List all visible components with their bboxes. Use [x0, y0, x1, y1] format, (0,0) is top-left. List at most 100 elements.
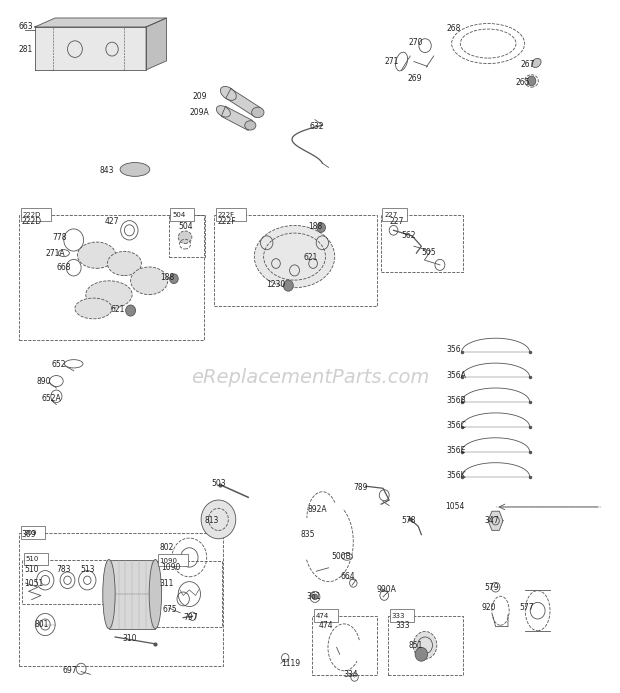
- Text: 188: 188: [308, 222, 322, 231]
- Text: 309: 309: [22, 530, 37, 539]
- Bar: [169, 215, 205, 256]
- Circle shape: [283, 280, 293, 291]
- Bar: [158, 554, 187, 566]
- Text: eReplacementParts.com: eReplacementParts.com: [191, 368, 429, 387]
- Ellipse shape: [107, 252, 141, 276]
- Text: 697: 697: [63, 666, 77, 675]
- Text: 356: 356: [446, 345, 461, 354]
- Text: 851: 851: [409, 641, 423, 650]
- Text: 222D: 222D: [23, 212, 42, 218]
- Text: 1090: 1090: [160, 558, 178, 563]
- Text: 504: 504: [178, 222, 193, 231]
- Text: 1090: 1090: [162, 563, 181, 572]
- Text: 222D: 222D: [22, 217, 42, 226]
- Text: 356K: 356K: [446, 471, 466, 480]
- Polygon shape: [221, 106, 252, 130]
- Text: 361: 361: [306, 593, 321, 602]
- Text: 510: 510: [25, 556, 39, 562]
- Text: 209A: 209A: [190, 108, 210, 117]
- Text: 562: 562: [402, 231, 416, 240]
- Text: 347: 347: [484, 516, 499, 525]
- Text: 356A: 356A: [446, 371, 466, 380]
- Text: 802: 802: [159, 543, 174, 552]
- Text: 270: 270: [409, 37, 423, 46]
- Text: 267: 267: [520, 60, 535, 69]
- Text: 632: 632: [310, 122, 324, 131]
- Circle shape: [317, 222, 326, 232]
- Ellipse shape: [149, 559, 162, 629]
- Bar: [21, 526, 45, 538]
- Text: 652: 652: [51, 360, 66, 369]
- Bar: [314, 609, 339, 622]
- Circle shape: [170, 274, 178, 283]
- Ellipse shape: [254, 225, 335, 288]
- Polygon shape: [146, 18, 167, 70]
- Text: 333: 333: [392, 613, 405, 619]
- Text: 227: 227: [389, 217, 404, 226]
- Text: 513: 513: [80, 565, 94, 574]
- Text: 188: 188: [161, 273, 175, 282]
- Text: 652A: 652A: [42, 394, 61, 403]
- Text: 504: 504: [172, 212, 185, 218]
- Ellipse shape: [75, 298, 112, 319]
- Text: 577: 577: [519, 604, 534, 613]
- Bar: [381, 215, 463, 272]
- Text: 778: 778: [52, 234, 66, 243]
- Ellipse shape: [78, 242, 116, 268]
- Text: 269: 269: [408, 74, 422, 83]
- Bar: [216, 208, 246, 220]
- Text: 892A: 892A: [308, 505, 327, 514]
- Text: 835: 835: [301, 530, 315, 539]
- Text: 281: 281: [18, 44, 32, 53]
- Bar: [388, 616, 463, 675]
- Text: 503: 503: [211, 479, 226, 488]
- Text: 813: 813: [205, 516, 219, 525]
- Ellipse shape: [103, 559, 115, 629]
- Ellipse shape: [86, 281, 132, 308]
- Text: 579: 579: [484, 583, 499, 592]
- Text: 1119: 1119: [281, 659, 300, 668]
- Text: 843: 843: [100, 166, 114, 175]
- Bar: [383, 208, 407, 220]
- Text: 890: 890: [37, 376, 51, 385]
- Bar: [22, 559, 106, 604]
- Text: 797: 797: [184, 613, 198, 622]
- Bar: [19, 215, 203, 340]
- Text: 801: 801: [35, 620, 49, 629]
- Ellipse shape: [131, 267, 168, 295]
- Bar: [157, 561, 222, 626]
- Text: 209: 209: [192, 91, 207, 100]
- Text: 474: 474: [319, 622, 334, 631]
- Text: 310: 310: [122, 634, 136, 643]
- Ellipse shape: [414, 631, 437, 659]
- Text: 356B: 356B: [446, 396, 466, 405]
- Bar: [19, 533, 223, 666]
- Circle shape: [312, 594, 317, 599]
- Text: 265: 265: [516, 78, 531, 87]
- Circle shape: [527, 76, 536, 86]
- Ellipse shape: [220, 87, 236, 100]
- Bar: [170, 208, 194, 220]
- Text: 990A: 990A: [376, 586, 396, 595]
- Text: 271: 271: [384, 57, 399, 66]
- Text: 789: 789: [353, 483, 368, 492]
- Text: 356E: 356E: [446, 446, 466, 455]
- Bar: [390, 609, 414, 622]
- Ellipse shape: [532, 58, 541, 67]
- Text: 333: 333: [396, 622, 410, 631]
- Bar: [109, 559, 156, 629]
- Text: 271A: 271A: [45, 249, 65, 258]
- Circle shape: [126, 305, 136, 316]
- Bar: [312, 616, 377, 675]
- Bar: [24, 552, 48, 565]
- Ellipse shape: [252, 107, 264, 118]
- Text: 1051: 1051: [24, 579, 43, 588]
- Text: 222F: 222F: [217, 217, 236, 226]
- Polygon shape: [35, 27, 146, 70]
- Text: 505: 505: [422, 248, 436, 257]
- Text: 334: 334: [343, 670, 358, 679]
- Text: 227: 227: [384, 212, 397, 218]
- Ellipse shape: [216, 105, 231, 117]
- Text: 578: 578: [402, 516, 416, 525]
- Text: 311: 311: [159, 579, 174, 588]
